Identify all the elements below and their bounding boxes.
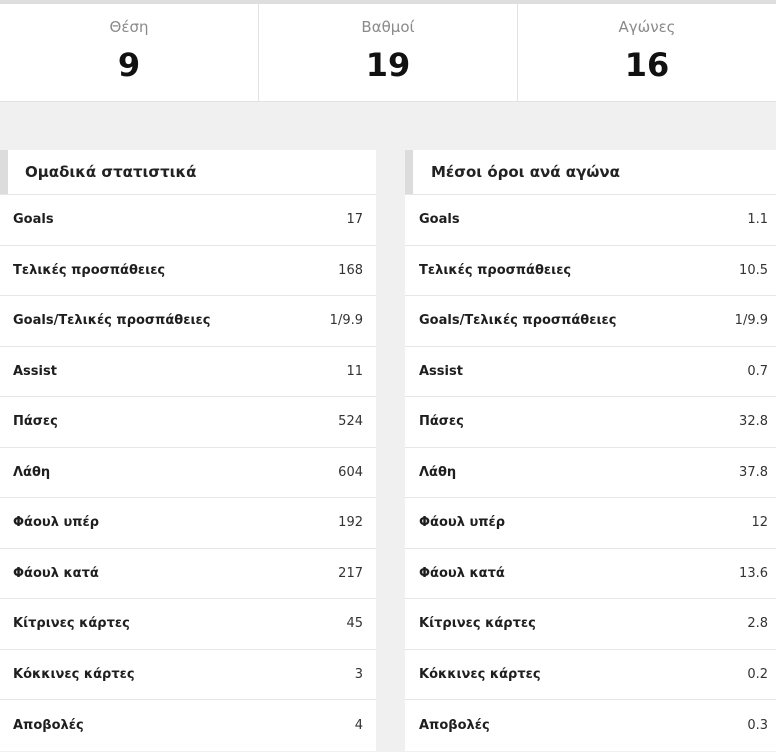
- stat-value: 604: [338, 464, 363, 480]
- team-stats-title: Ομαδικά στατιστικά: [25, 163, 197, 181]
- summary-matches-label: Αγώνες: [618, 18, 676, 36]
- stat-value: 45: [346, 616, 363, 632]
- summary-points: Βαθμοί 19: [258, 4, 517, 101]
- stat-name: Τελικές προσπάθειες: [13, 262, 166, 278]
- averages-header: Μέσοι όροι ανά αγώνα: [405, 150, 776, 195]
- stat-value: 11: [346, 363, 363, 379]
- stat-value: 0.2: [747, 666, 768, 682]
- stat-name: Φάουλ υπέρ: [419, 515, 506, 531]
- summary-points-value: 19: [365, 46, 411, 84]
- stat-name: Κόκκινες κάρτες: [419, 666, 541, 682]
- avg-row-assist: Assist 0.7: [405, 347, 776, 397]
- avg-row-passes: Πάσες 32.8: [405, 397, 776, 448]
- avg-row-fouls-for: Φάουλ υπέρ 12: [405, 498, 776, 549]
- stat-value: 1.1: [747, 212, 768, 228]
- stat-value: 17: [346, 212, 363, 228]
- stat-row-ejections: Αποβολές 4: [0, 700, 376, 751]
- stat-name: Φάουλ κατά: [419, 565, 505, 581]
- stat-row-fouls-against: Φάουλ κατά 217: [0, 549, 376, 599]
- stat-row-passes: Πάσες 524: [0, 397, 376, 448]
- summary-matches: Αγώνες 16: [517, 4, 776, 101]
- stat-row-red-cards: Κόκκινες κάρτες 3: [0, 650, 376, 700]
- stat-row-shots: Τελικές προσπάθειες 168: [0, 246, 376, 296]
- stat-name: Τελικές προσπάθειες: [419, 262, 572, 278]
- stat-value: 1/9.9: [734, 313, 768, 329]
- stat-name: Πάσες: [13, 414, 58, 430]
- header-accent-bar: [405, 150, 413, 194]
- header-accent-bar: [0, 150, 8, 194]
- stat-value: 0.7: [747, 363, 768, 379]
- stat-value: 1/9.9: [329, 313, 363, 329]
- stat-value: 4: [354, 717, 363, 733]
- team-stats-header: Ομαδικά στατιστικά: [0, 150, 376, 195]
- stat-name: Assist: [13, 363, 57, 379]
- stat-name: Assist: [419, 363, 463, 379]
- summary-position-label: Θέση: [109, 18, 149, 36]
- summary-position: Θέση 9: [0, 4, 258, 101]
- summary-points-label: Βαθμοί: [361, 18, 415, 36]
- stat-value: 524: [338, 414, 363, 430]
- stat-name: Κόκκινες κάρτες: [13, 666, 135, 682]
- stat-row-goals-per-shots: Goals/Τελικές προσπάθειες 1/9.9: [0, 296, 376, 347]
- stat-name: Αποβολές: [13, 717, 84, 733]
- stat-row-errors: Λάθη 604: [0, 448, 376, 498]
- averages-title: Μέσοι όροι ανά αγώνα: [431, 163, 620, 181]
- stat-value: 37.8: [739, 464, 768, 480]
- stat-value: 192: [338, 515, 363, 531]
- stat-name: Goals: [419, 212, 460, 228]
- stat-value: 32.8: [739, 414, 768, 430]
- top-divider: [0, 0, 776, 4]
- team-stats-panel: Ομαδικά στατιστικά Goals 17 Τελικές προσ…: [0, 150, 376, 751]
- stat-row-yellow-cards: Κίτρινες κάρτες 45: [0, 599, 376, 650]
- stat-name: Αποβολές: [419, 717, 490, 733]
- avg-row-ejections: Αποβολές 0.3: [405, 700, 776, 751]
- stat-name: Goals/Τελικές προσπάθειες: [419, 313, 617, 329]
- stat-name: Κίτρινες κάρτες: [13, 616, 130, 632]
- averages-panel: Μέσοι όροι ανά αγώνα Goals 1.1 Τελικές π…: [405, 150, 776, 751]
- stat-value: 3: [354, 666, 363, 682]
- stat-value: 2.8: [747, 616, 768, 632]
- summary-position-value: 9: [117, 46, 141, 84]
- team-summary: Θέση 9 Βαθμοί 19 Αγώνες 16: [0, 4, 776, 102]
- stat-name: Φάουλ υπέρ: [13, 515, 100, 531]
- stat-name: Goals: [13, 212, 54, 228]
- stat-value: 10.5: [739, 262, 768, 278]
- avg-row-red-cards: Κόκκινες κάρτες 0.2: [405, 650, 776, 700]
- avg-row-shots: Τελικές προσπάθειες 10.5: [405, 246, 776, 296]
- stat-row-assist: Assist 11: [0, 347, 376, 397]
- stat-value: 0.3: [747, 717, 768, 733]
- stat-value: 217: [338, 565, 363, 581]
- stat-value: 12: [751, 515, 768, 531]
- avg-row-yellow-cards: Κίτρινες κάρτες 2.8: [405, 599, 776, 650]
- stat-value: 168: [338, 262, 363, 278]
- stat-name: Πάσες: [419, 414, 464, 430]
- summary-matches-value: 16: [624, 46, 670, 84]
- stat-row-goals: Goals 17: [0, 195, 376, 246]
- stat-name: Κίτρινες κάρτες: [419, 616, 536, 632]
- avg-row-fouls-against: Φάουλ κατά 13.6: [405, 549, 776, 599]
- stat-name: Λάθη: [13, 464, 51, 480]
- avg-row-goals: Goals 1.1: [405, 195, 776, 246]
- stat-value: 13.6: [739, 565, 768, 581]
- stat-name: Goals/Τελικές προσπάθειες: [13, 313, 211, 329]
- stat-name: Φάουλ κατά: [13, 565, 99, 581]
- avg-row-goals-per-shots: Goals/Τελικές προσπάθειες 1/9.9: [405, 296, 776, 347]
- avg-row-errors: Λάθη 37.8: [405, 448, 776, 498]
- stat-row-fouls-for: Φάουλ υπέρ 192: [0, 498, 376, 549]
- stat-name: Λάθη: [419, 464, 457, 480]
